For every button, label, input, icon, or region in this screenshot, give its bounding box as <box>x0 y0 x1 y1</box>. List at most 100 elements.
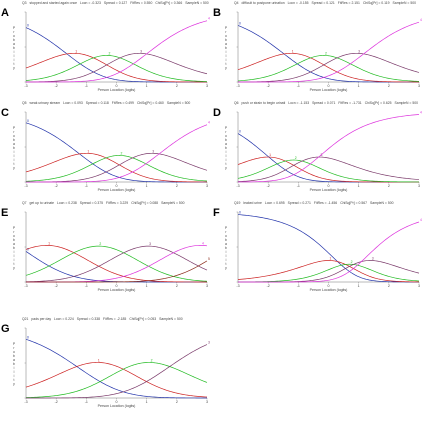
category-label: 1 <box>98 358 100 362</box>
chart-panel-a: Q3 stopped and started again once Locn = -… <box>0 0 211 112</box>
category-label: 0 <box>27 247 29 251</box>
x-tick-label: -2 <box>55 184 58 188</box>
category-curve-2 <box>237 263 420 283</box>
x-tick-label: -3 <box>24 184 27 188</box>
x-tick-label: 0 <box>116 84 118 88</box>
category-curve-2 <box>25 155 208 182</box>
header-item: Q19 <box>234 201 241 205</box>
category-label: 2 <box>351 260 353 264</box>
category-curve-2 <box>25 55 208 82</box>
category-curve-4 <box>237 114 420 183</box>
header-sample: SampleN = 500 <box>161 201 185 205</box>
x-tick-label: 0 <box>116 284 118 288</box>
category-curve-3 <box>238 260 420 283</box>
category-label: 1 <box>87 149 89 153</box>
category-label: 2 <box>151 358 153 362</box>
category-label: 4 <box>420 218 422 222</box>
category-label: 5 <box>208 257 210 261</box>
header-item: Q7 <box>22 201 27 205</box>
chart-panel-c: Q5 weak urinary stream Locn = 0.093 Spread … <box>0 100 211 212</box>
header-spread: Spread = 0.121 <box>311 1 335 5</box>
category-label: 4 <box>420 18 422 22</box>
panel-letter: E <box>1 207 9 219</box>
chart-panel-b: Q4 difficult to postpone urination Locn = … <box>212 0 423 112</box>
category-curve-2 <box>25 362 208 398</box>
x-axis-label: Person Location (logits) <box>97 188 136 192</box>
header-locn: Locn = -1.153 <box>288 101 310 105</box>
x-tick-label: -1 <box>85 400 88 404</box>
category-curve-1 <box>25 52 207 83</box>
x-tick-label: 0 <box>116 400 118 404</box>
category-curve-1 <box>25 152 208 183</box>
x-tick-label: 1 <box>358 184 360 188</box>
panel-header: Q21 pads per day Locn = 0.224 Spread = 0.33… <box>22 316 209 322</box>
header-locn: Locn = 0.093 <box>63 101 83 105</box>
x-axis-label: Person Location (logits) <box>309 288 348 292</box>
x-tick-label: -3 <box>236 84 239 88</box>
plot-area: -3 -2 -1 0 1 2 3 0 1 2 3 4 5 <box>24 211 210 288</box>
category-label: 3 <box>152 149 154 153</box>
x-tick-label: 3 <box>206 184 208 188</box>
header-spread: Spread = 0.271 <box>287 201 311 205</box>
x-tick-label: -2 <box>267 84 270 88</box>
category-label: 1 <box>269 153 271 157</box>
category-label: 3 <box>149 242 151 246</box>
category-curve-1 <box>25 362 208 398</box>
header-spread: Spread = 0.118 <box>85 101 109 105</box>
panel-header: Q5 weak urinary stream Locn = 0.093 Spread … <box>22 100 209 106</box>
x-tick-label: 3 <box>206 284 208 288</box>
category-label: 3 <box>208 341 210 345</box>
header-locn: Locn = 0.224 <box>54 317 74 321</box>
category-label: 2 <box>108 51 110 55</box>
x-tick-label: 1 <box>146 184 148 188</box>
category-curve-4 <box>26 124 208 183</box>
x-tick-label: -3 <box>24 284 27 288</box>
x-tick-label: -2 <box>267 184 270 188</box>
category-curve-1 <box>237 260 420 283</box>
x-tick-label: 1 <box>146 400 148 404</box>
category-label: 3 <box>140 49 142 53</box>
x-axis-label: Person Location (logits) <box>97 288 136 292</box>
header-title: leaked urine <box>243 201 262 205</box>
header-title: weak urinary stream <box>29 101 61 105</box>
category-label: 4 <box>202 241 204 245</box>
x-tick-label: -2 <box>55 284 58 288</box>
header-chisq: ChiSq[Pr] = 0.119 <box>362 1 390 5</box>
x-tick-label: -1 <box>85 84 88 88</box>
category-label: 2 <box>99 242 101 246</box>
header-item: Q5 <box>22 101 27 105</box>
x-tick-label: -3 <box>236 284 239 288</box>
category-label: 2 <box>325 51 327 55</box>
x-tick-label: 1 <box>146 284 148 288</box>
category-label: 1 <box>75 49 77 53</box>
header-sample: SampleN = 500 <box>394 101 419 105</box>
category-label: 0 <box>239 130 241 134</box>
header-chisq: ChiSq[Pr] = 0.053 <box>129 317 157 321</box>
x-tick-label: 2 <box>176 184 178 188</box>
category-curve-1 <box>237 52 419 83</box>
x-tick-label: -3 <box>24 400 27 404</box>
category-label: 0 <box>239 21 241 25</box>
panel-header: Q19 leaked urine Locn = 0.695 Spread = 0.27… <box>234 200 421 206</box>
category-curve-2 <box>237 159 420 183</box>
header-sample: SampleN = 500 <box>392 1 417 5</box>
header-sample: SampleN = 500 <box>185 1 209 5</box>
x-axis-label: Person Location (logits) <box>309 188 348 192</box>
category-label: 3 <box>372 256 374 260</box>
header-fitres: FitRes = 3.229 <box>106 201 129 205</box>
chart-panel-e: Q7 get up to urinate Locn = 0.238 Spread = … <box>0 200 211 312</box>
header-title: push or strain to begin urinati <box>241 101 286 105</box>
category-label: 0 <box>27 24 29 28</box>
header-title: difficult to postpone urination <box>241 1 285 5</box>
x-tick-label: 3 <box>206 84 208 88</box>
x-tick-label: 3 <box>418 284 420 288</box>
header-fitres: FitRes = 2.151 <box>337 1 360 5</box>
x-tick-label: -3 <box>236 184 239 188</box>
x-tick-label: 1 <box>146 84 148 88</box>
